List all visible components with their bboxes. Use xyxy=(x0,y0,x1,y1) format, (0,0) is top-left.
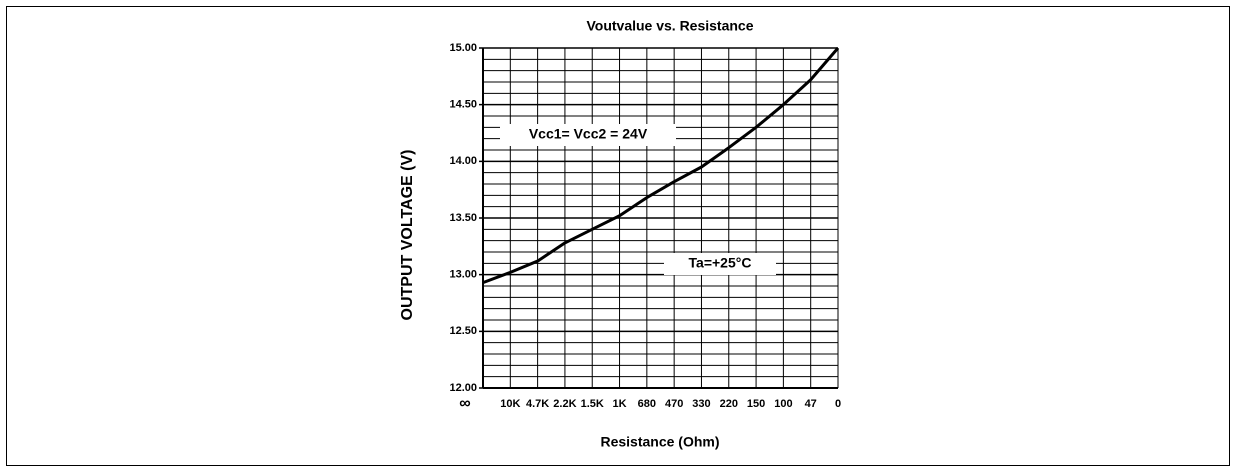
x-tick-label: 680 xyxy=(638,398,656,410)
x-tick-label: 4.7K xyxy=(526,398,549,410)
x-tick-label: 1K xyxy=(613,398,627,410)
x-tick-label: 1.5K xyxy=(581,398,604,410)
x-tick-label: 10K xyxy=(500,398,520,410)
x-tick-label: 220 xyxy=(720,398,738,410)
line xyxy=(482,47,840,285)
y-tick-label: 15.00 xyxy=(449,42,477,54)
plot: Vcc1= Vcc2 = 24V Ta=+25°C xyxy=(482,47,840,285)
y-tick-label: 14.50 xyxy=(449,99,477,111)
chart-title: Voutvalue vs. Resistance xyxy=(586,18,753,34)
annotation: Vcc1= Vcc2 = 24V xyxy=(529,126,648,142)
x-axis-label: Resistance (Ohm) xyxy=(600,434,719,450)
y-tick-label: 12.00 xyxy=(449,382,477,394)
x-tick-label: 0 xyxy=(835,398,841,410)
annotation-box xyxy=(664,253,776,275)
annotation: Ta=+25°C xyxy=(689,255,752,271)
y-tick-label: 13.00 xyxy=(449,269,477,281)
annotation-box xyxy=(500,124,676,146)
x-tick-label: 470 xyxy=(665,398,683,410)
y-tick-label: 13.50 xyxy=(449,212,477,224)
x-tick-label: 150 xyxy=(747,398,765,410)
y-tick-label: 12.50 xyxy=(449,325,477,337)
y-axis-label: OUTPUT VOLTAGE (V) xyxy=(399,150,416,321)
x-tick-label: 2.2K xyxy=(553,398,576,410)
x-tick-label: ∞ xyxy=(459,395,470,412)
y-tick-label: 14.00 xyxy=(449,155,477,167)
grid xyxy=(479,47,839,389)
x-tick-label: 47 xyxy=(805,398,817,410)
x-tick-label: 100 xyxy=(774,398,792,410)
frame xyxy=(6,6,1230,466)
x-tick-label: 330 xyxy=(692,398,710,410)
